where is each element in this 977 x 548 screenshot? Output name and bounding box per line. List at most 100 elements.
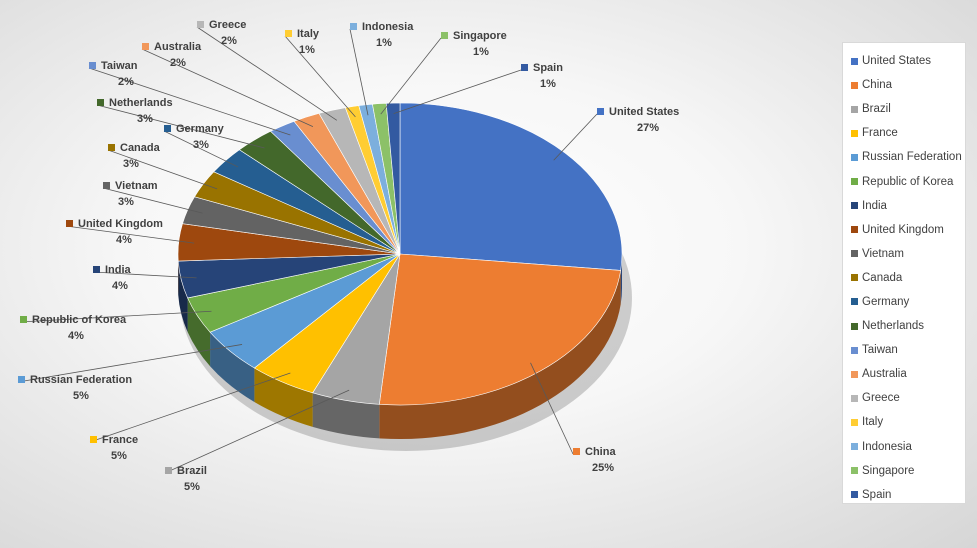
data-label-name-russian-federation: Russian Federation xyxy=(30,374,132,386)
data-label-value-australia: 2% xyxy=(170,57,186,69)
data-label-value-united-states: 27% xyxy=(637,122,659,134)
legend-item-netherlands[interactable]: Netherlands xyxy=(843,314,965,338)
leader-line-republic-of-korea xyxy=(19,310,212,323)
pie-side-russian-federation xyxy=(210,332,255,402)
legend-label: France xyxy=(862,127,898,140)
legend-swatch xyxy=(851,202,858,210)
leader-line-france xyxy=(89,372,291,443)
legend-label: Germany xyxy=(862,295,910,308)
label-marker-france xyxy=(90,436,97,443)
legend-swatch xyxy=(851,443,858,451)
legend-item-germany[interactable]: Germany xyxy=(843,290,965,314)
legend-item-indonesia[interactable]: Indonesia xyxy=(843,435,965,459)
data-label-value-india: 4% xyxy=(112,280,128,292)
label-marker-china xyxy=(573,448,580,455)
label-marker-canada xyxy=(108,144,115,151)
legend-label: Indonesia xyxy=(862,440,912,453)
legend-label: Brazil xyxy=(862,103,891,116)
legend-swatch xyxy=(851,81,858,89)
label-marker-singapore xyxy=(441,32,448,39)
pie-slice-united-states[interactable] xyxy=(399,102,623,271)
legend-swatch xyxy=(851,226,858,234)
leader-line-taiwan xyxy=(88,67,291,136)
legend-label: Spain xyxy=(862,488,892,501)
data-label-name-india: India xyxy=(105,264,132,276)
legend-item-united-kingdom[interactable]: United Kingdom xyxy=(843,218,965,242)
legend-swatch xyxy=(851,346,858,354)
legend-label: Italy xyxy=(862,416,884,429)
label-marker-india xyxy=(93,266,100,273)
data-label-value-vietnam: 3% xyxy=(118,196,134,208)
data-label-value-russian-federation: 5% xyxy=(73,390,89,402)
label-marker-italy xyxy=(285,30,292,37)
data-label-value-france: 5% xyxy=(111,450,127,462)
label-marker-russian-federation xyxy=(18,376,25,383)
legend-item-greece[interactable]: Greece xyxy=(843,386,965,410)
leader-line-canada xyxy=(107,149,218,190)
data-label-value-canada: 3% xyxy=(123,158,139,170)
legend-label: Taiwan xyxy=(862,344,898,357)
pie-slice-spain[interactable] xyxy=(385,102,401,255)
label-marker-vietnam xyxy=(103,182,110,189)
legend-item-canada[interactable]: Canada xyxy=(843,266,965,290)
legend-item-australia[interactable]: Australia xyxy=(843,362,965,386)
data-label-name-australia: Australia xyxy=(154,41,202,53)
legend-swatch xyxy=(851,153,858,161)
label-marker-united-kingdom xyxy=(66,220,73,227)
data-label-value-spain: 1% xyxy=(540,78,556,90)
legend-label: Republic of Korea xyxy=(862,175,954,188)
leader-line-united-kingdom xyxy=(65,225,195,244)
leader-line-germany xyxy=(163,130,239,168)
legend-swatch xyxy=(851,57,858,65)
label-marker-spain xyxy=(521,64,528,71)
data-label-value-brazil: 5% xyxy=(184,481,200,493)
legend-item-taiwan[interactable]: Taiwan xyxy=(843,338,965,362)
legend-item-china[interactable]: China xyxy=(843,73,965,97)
legend-item-india[interactable]: India xyxy=(843,194,965,218)
legend-item-france[interactable]: France xyxy=(843,121,965,145)
data-label-name-italy: Italy xyxy=(297,28,320,40)
legend-swatch xyxy=(851,298,858,306)
leader-line-singapore xyxy=(380,37,442,115)
legend-item-spain[interactable]: Spain xyxy=(843,483,965,507)
leader-line-australia xyxy=(141,48,314,128)
legend-label: Russian Federation xyxy=(862,151,962,164)
data-label-value-netherlands: 3% xyxy=(137,113,153,125)
label-marker-netherlands xyxy=(97,99,104,106)
pie-slice-china[interactable] xyxy=(378,253,622,406)
legend-item-brazil[interactable]: Brazil xyxy=(843,97,965,121)
leader-line-china xyxy=(530,362,574,455)
data-label-name-germany: Germany xyxy=(176,123,225,135)
leader-line-india xyxy=(92,271,197,279)
data-label-value-germany: 3% xyxy=(193,139,209,151)
data-label-value-taiwan: 2% xyxy=(118,76,134,88)
legend-swatch xyxy=(851,129,858,137)
data-label-name-united-kingdom: United Kingdom xyxy=(78,218,163,230)
label-marker-united-states xyxy=(597,108,604,115)
pie-side-united-states xyxy=(620,254,622,305)
legend-label: United Kingdom xyxy=(862,223,944,236)
legend-item-united-states[interactable]: United States xyxy=(843,49,965,73)
legend-item-italy[interactable]: Italy xyxy=(843,410,965,434)
legend-item-vietnam[interactable]: Vietnam xyxy=(843,242,965,266)
data-label-name-spain: Spain xyxy=(533,62,563,74)
data-label-value-singapore: 1% xyxy=(473,46,489,58)
legend-label: China xyxy=(862,79,893,92)
data-label-value-republic-of-korea: 4% xyxy=(68,330,84,342)
legend-swatch xyxy=(851,178,858,186)
legend-label: Singapore xyxy=(862,464,915,477)
legend-label: India xyxy=(862,199,887,212)
pie-side-republic-of-korea xyxy=(187,297,211,367)
leader-line-indonesia xyxy=(349,28,369,116)
data-label-name-netherlands: Netherlands xyxy=(109,97,173,109)
legend-swatch xyxy=(851,370,858,378)
legend-label: Australia xyxy=(862,368,907,381)
legend-item-russian-federation[interactable]: Russian Federation xyxy=(843,145,965,169)
legend-item-singapore[interactable]: Singapore xyxy=(843,459,965,483)
data-label-name-singapore: Singapore xyxy=(453,30,507,42)
data-label-name-china: China xyxy=(585,446,616,458)
legend-label: Greece xyxy=(862,392,900,405)
leader-line-brazil xyxy=(164,389,350,474)
legend-item-republic-of-korea[interactable]: Republic of Korea xyxy=(843,169,965,193)
